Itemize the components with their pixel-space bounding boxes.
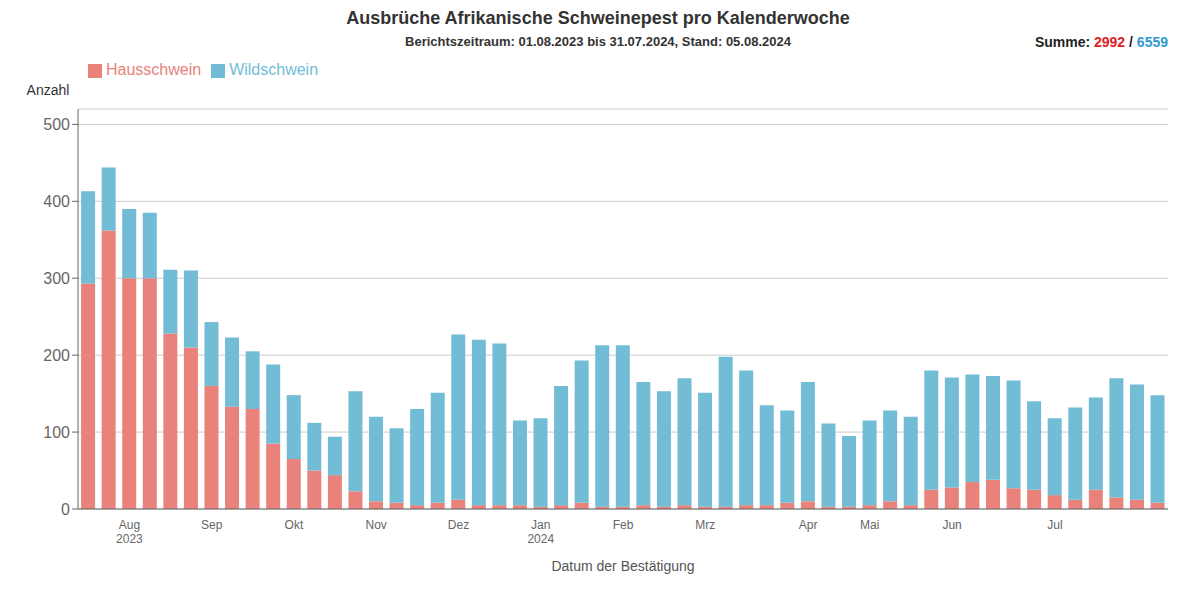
svg-text:Sep: Sep [201, 518, 223, 532]
svg-text:500: 500 [43, 116, 70, 133]
html-text:Berichtszeitraum: 01.08.2023 b: Berichtszeitraum: 01.08.2023 bis 31.07.2… [405, 34, 791, 49]
svg-text:Dez: Dez [448, 518, 469, 532]
svg-text:300: 300 [43, 270, 70, 287]
svg-text:0: 0 [61, 501, 70, 518]
svg-text:Jan2024: Jan2024 [527, 518, 554, 546]
svg-text:Mrz: Mrz [695, 518, 715, 532]
svg-text:200: 200 [43, 347, 70, 364]
svg-text:Anzahl: Anzahl [27, 82, 70, 98]
svg-text:Datum der Bestätigung: Datum der Bestätigung [551, 558, 694, 574]
svg-text:400: 400 [43, 193, 70, 210]
svg-text:Okt: Okt [285, 518, 304, 532]
svg-text:Mai: Mai [860, 518, 879, 532]
svg-text:Jul: Jul [1047, 518, 1062, 532]
html-text:Hausschwein: Hausschwein [106, 61, 202, 78]
svg-text:Apr: Apr [799, 518, 818, 532]
svg-text:Nov: Nov [366, 518, 387, 532]
html-text:Ausbrüche Afrikanische Schwein: Ausbrüche Afrikanische Schweinepest pro … [346, 8, 850, 28]
html-text:Summe: 2992 / 6559: Summe: 2992 / 6559 [1034, 34, 1168, 50]
svg-text:Feb: Feb [613, 518, 634, 532]
svg-text:100: 100 [43, 424, 70, 441]
svg-text:Aug2023: Aug2023 [116, 518, 143, 546]
html-text:Wildschwein: Wildschwein [229, 61, 319, 78]
svg-text:Jun: Jun [942, 518, 961, 532]
